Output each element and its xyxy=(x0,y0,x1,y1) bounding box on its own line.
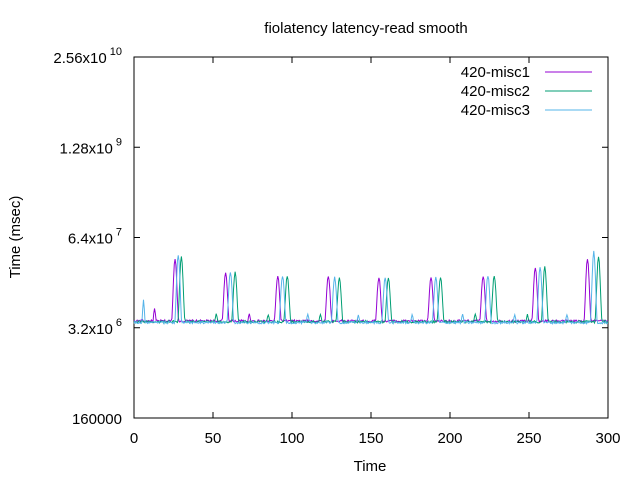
x-axis-label: Time xyxy=(354,458,387,475)
legend-label-420-misc1: 420-misc1 xyxy=(461,64,530,81)
chart-title: fiolatency latency-read smooth xyxy=(264,20,467,37)
y-tick-exponent-3: 9 xyxy=(116,136,122,148)
y-tick-label-0: 160000 xyxy=(72,411,122,428)
x-tick-label-5: 250 xyxy=(516,430,541,447)
legend-label-420-misc3: 420-misc3 xyxy=(461,102,530,119)
series-layer xyxy=(133,250,609,326)
y-tick-mantissa-0: 160000 xyxy=(72,411,122,428)
y-tick-exponent-1: 6 xyxy=(116,317,122,329)
legend: 420-misc1 420-misc2 420-misc3 xyxy=(461,64,592,119)
x-tick-label-3: 150 xyxy=(358,430,383,447)
y-tick-label-4: 2.56x10 10 xyxy=(53,46,122,67)
y-tick-label-3: 1.28x10 9 xyxy=(59,136,122,157)
y-tick-label-2: 6.4x10 7 xyxy=(68,227,122,248)
y-tick-mantissa-2: 6.4x10 xyxy=(68,231,113,248)
tick-layer: 0 50 100 150 200 250 300 160000 3.2x10 6 6.4x10 7 1.… xyxy=(53,46,620,447)
plot-frame xyxy=(133,56,609,419)
y-tick-exponent-4: 10 xyxy=(110,46,122,58)
y-tick-mantissa-3: 1.28x10 xyxy=(59,140,112,157)
x-tick-label-0: 0 xyxy=(130,430,138,447)
x-tick-label-6: 300 xyxy=(595,430,620,447)
y-axis-label: Time (msec) xyxy=(7,196,24,279)
series-line-420-misc3 xyxy=(133,250,609,326)
y-tick-mantissa-1: 3.2x10 xyxy=(68,321,113,338)
legend-label-420-misc2: 420-misc2 xyxy=(461,83,530,100)
x-tick-label-4: 200 xyxy=(437,430,462,447)
x-tick-label-2: 100 xyxy=(279,430,304,447)
y-tick-mantissa-4: 2.56x10 xyxy=(53,50,106,67)
y-tick-label-1: 3.2x10 6 xyxy=(68,317,122,338)
x-tick-label-1: 50 xyxy=(205,430,222,447)
y-tick-exponent-2: 7 xyxy=(116,227,122,239)
